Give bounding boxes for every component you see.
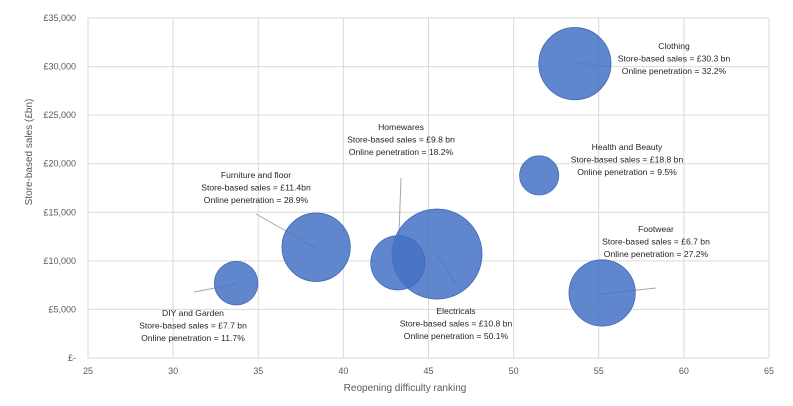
data-label-line: Furniture and floor (221, 170, 291, 180)
data-label-footwear: Footwear Store-based sales = £6.7 bn Onlin… (602, 224, 710, 259)
data-label-line: Electricals (436, 306, 475, 316)
y-axis-ticks: £- £5,000 £10,000 £15,000 £20,000 £25,000 £30,… (43, 13, 76, 363)
data-label-line: Store-based sales = £7.7 bn (139, 321, 247, 331)
data-label-line: Footwear (638, 224, 674, 234)
bubble-health-and-beauty (519, 155, 560, 196)
data-label-line: Clothing (658, 41, 690, 51)
bubble-clothing (538, 27, 612, 101)
x-tick-label: 40 (338, 366, 348, 376)
data-label-line: Store-based sales = £11.4bn (201, 183, 311, 193)
data-label-line: Online penetration = 18.2% (349, 147, 454, 157)
data-labels: DIY and Garden Store-based sales = £7.7 b… (139, 41, 730, 343)
x-tick-label: 65 (764, 366, 774, 376)
data-label-line: Store-based sales = £10.8 bn (400, 319, 513, 329)
data-label-line: Store-based sales = £6.7 bn (602, 237, 710, 247)
data-label-line: Health and Beauty (592, 142, 663, 152)
data-label-line: Online penetration = 32.2% (622, 66, 727, 76)
data-label-electricals: Electricals Store-based sales = £10.8 bn O… (400, 306, 513, 341)
x-tick-label: 25 (83, 366, 93, 376)
x-tick-label: 50 (509, 366, 519, 376)
data-label-line: Online penetration = 9.5% (577, 167, 677, 177)
y-tick-label: £5,000 (48, 304, 76, 314)
y-tick-label: £35,000 (43, 13, 76, 23)
data-label-line: Online penetration = 11.7% (141, 333, 245, 343)
y-tick-label: £10,000 (43, 256, 76, 266)
x-tick-label: 30 (168, 366, 178, 376)
bubble-furniture-and-floor (281, 212, 351, 282)
data-label-line: Homewares (378, 122, 424, 132)
y-tick-label: £30,000 (43, 62, 76, 72)
data-label-line: Online penetration = 27.2% (604, 249, 709, 259)
data-label-clothing: Clothing Store-based sales = £30.3 bn Onli… (618, 41, 731, 76)
data-label-line: Online penetration = 50.1% (404, 331, 509, 341)
data-label-line: DIY and Garden (162, 308, 224, 318)
y-axis-title: Store-based sales (£bn) (24, 99, 35, 206)
x-tick-label: 35 (253, 366, 263, 376)
data-label-homewares: Homewares Store-based sales = £9.8 bn Onli… (347, 122, 455, 157)
data-label-line: Store-based sales = £9.8 bn (347, 135, 455, 145)
x-axis-title: Reopening difficulty ranking (344, 383, 467, 394)
x-tick-label: 45 (423, 366, 433, 376)
data-label-health-and-beauty: Health and Beauty Store-based sales = £18… (571, 142, 684, 177)
data-label-line: Online penetration = 28.9% (204, 195, 309, 205)
x-tick-label: 55 (594, 366, 604, 376)
y-tick-label: £20,000 (43, 159, 76, 169)
y-tick-label: £25,000 (43, 110, 76, 120)
y-tick-label: £15,000 (43, 207, 76, 217)
y-tick-label: £- (68, 353, 76, 363)
x-axis-ticks: 25 30 35 40 45 50 55 60 65 (83, 366, 774, 376)
data-label-diy-and-garden: DIY and Garden Store-based sales = £7.7 b… (139, 308, 247, 343)
data-label-line: Store-based sales = £30.3 bn (618, 54, 731, 64)
bubbles (213, 27, 636, 327)
bubble-diy-and-garden (213, 261, 259, 306)
data-label-line: Store-based sales = £18.8 bn (571, 155, 684, 165)
x-tick-label: 60 (679, 366, 689, 376)
data-label-furniture-and-floor: Furniture and floor Store-based sales = £… (201, 170, 311, 205)
bubble-homewares (370, 235, 426, 291)
bubble-footwear (568, 259, 636, 327)
